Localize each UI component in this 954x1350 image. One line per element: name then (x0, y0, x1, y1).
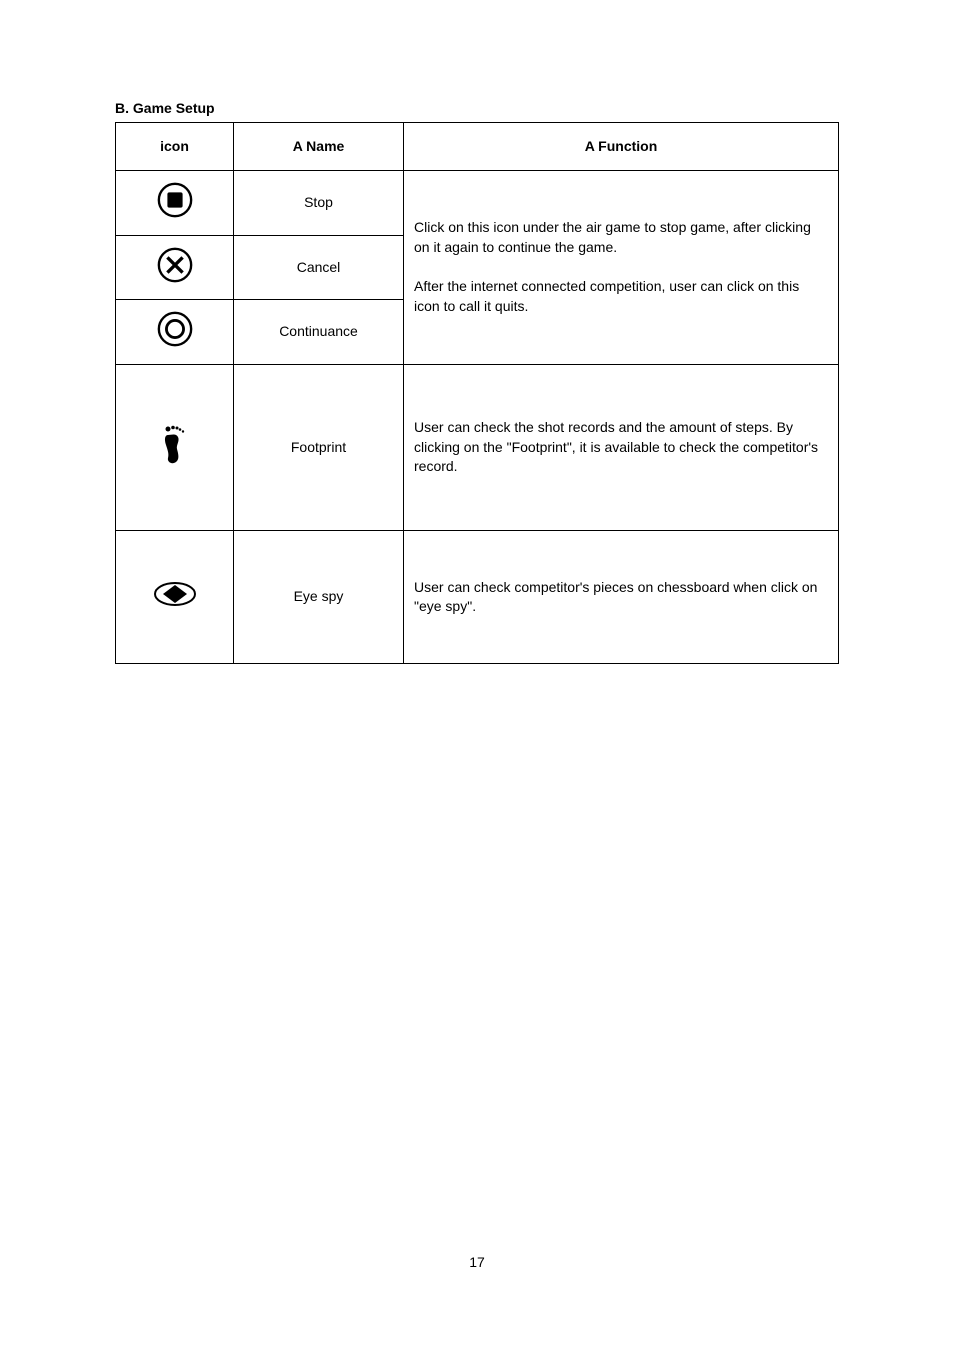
table-row: Stop Click on this icon under the air ga… (116, 171, 839, 236)
section-heading: B. Game Setup (115, 100, 839, 116)
icon-cell (116, 300, 234, 365)
stop-icon (156, 181, 194, 219)
footprint-icon (160, 425, 190, 465)
name-cell: Stop (234, 171, 404, 236)
col-header-name: A Name (234, 123, 404, 171)
name-cell: Cancel (234, 235, 404, 300)
desc-cell: User can check the shot records and the … (404, 364, 839, 531)
icon-cell (116, 235, 234, 300)
col-header-icon: icon (116, 123, 234, 171)
page-number: 17 (469, 1254, 485, 1270)
desc-cell: User can check competitor's pieces on ch… (404, 531, 839, 664)
continuance-icon (156, 310, 194, 348)
icon-cell (116, 171, 234, 236)
icon-cell (116, 531, 234, 664)
table-row: Footprint User can check the shot record… (116, 364, 839, 531)
name-cell: Footprint (234, 364, 404, 531)
game-setup-table: icon A Name A Function Stop Click on thi… (115, 122, 839, 664)
eye-icon (153, 581, 197, 607)
col-header-function: A Function (404, 123, 839, 171)
icon-cell (116, 364, 234, 531)
name-cell: Eye spy (234, 531, 404, 664)
desc-cell-merged: Click on this icon under the air game to… (404, 171, 839, 365)
table-row: Eye spy User can check competitor's piec… (116, 531, 839, 664)
cancel-icon (156, 246, 194, 284)
name-cell: Continuance (234, 300, 404, 365)
